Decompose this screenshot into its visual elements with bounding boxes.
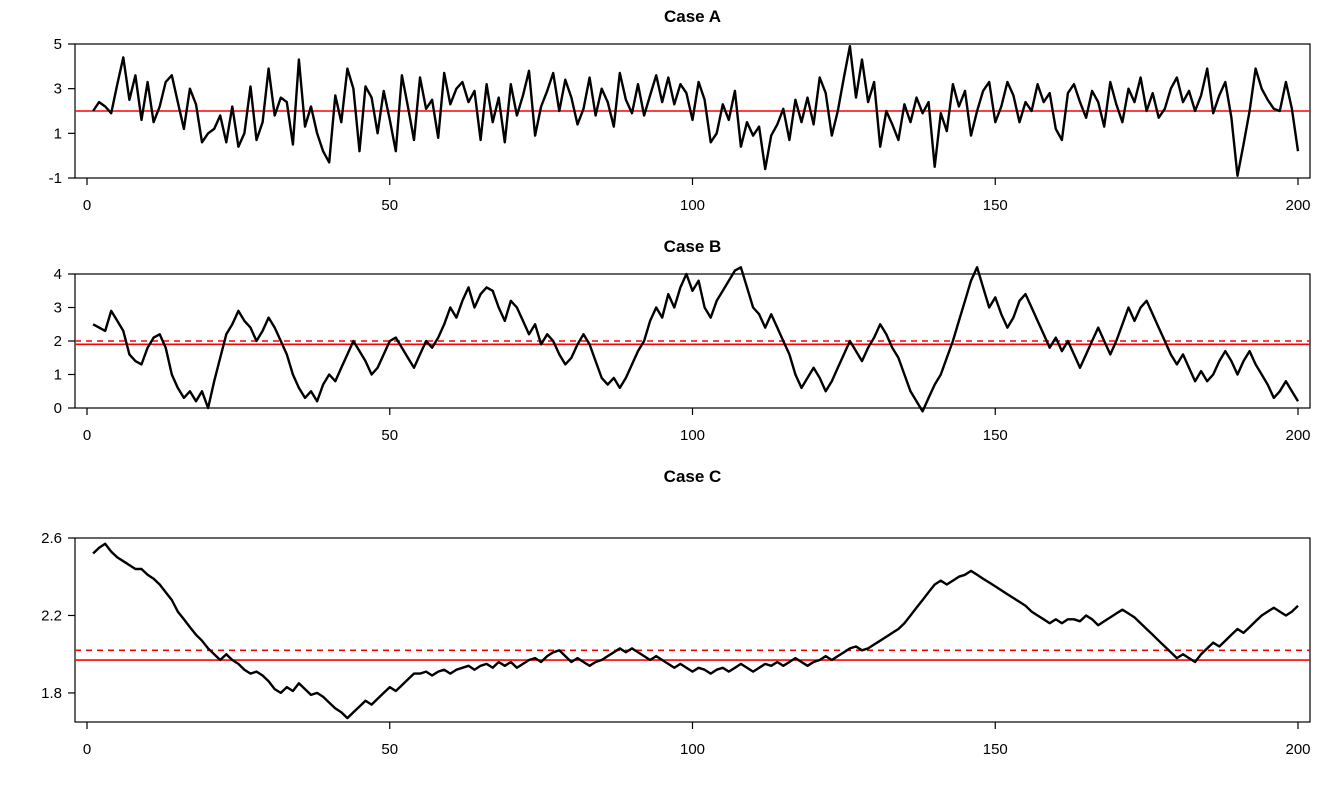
x-tick-label: 200 bbox=[1285, 427, 1310, 444]
y-tick-label: 1 bbox=[54, 125, 62, 142]
plot-box bbox=[75, 538, 1310, 722]
x-tick-label: 100 bbox=[680, 741, 705, 758]
x-tick-label: 50 bbox=[381, 197, 398, 214]
y-tick-label: 2.2 bbox=[41, 607, 62, 624]
y-tick-label: 2 bbox=[54, 333, 62, 350]
panel-title: Case C bbox=[664, 467, 722, 486]
series-line bbox=[93, 267, 1298, 411]
series-line bbox=[93, 544, 1298, 718]
panel-title: Case B bbox=[664, 237, 722, 256]
x-tick-label: 150 bbox=[983, 427, 1008, 444]
panel-case-a: Case A-1135050100150200 bbox=[49, 7, 1311, 214]
y-tick-label: 1 bbox=[54, 367, 62, 384]
x-tick-label: 50 bbox=[381, 427, 398, 444]
x-tick-label: 150 bbox=[983, 197, 1008, 214]
y-tick-label: 0 bbox=[54, 400, 62, 417]
x-tick-label: 200 bbox=[1285, 197, 1310, 214]
x-tick-label: 0 bbox=[83, 427, 91, 444]
x-tick-label: 100 bbox=[680, 427, 705, 444]
y-tick-label: -1 bbox=[49, 170, 62, 187]
y-tick-label: 3 bbox=[54, 81, 62, 98]
x-tick-label: 150 bbox=[983, 741, 1008, 758]
x-tick-label: 100 bbox=[680, 197, 705, 214]
y-tick-label: 5 bbox=[54, 36, 62, 53]
y-tick-label: 2.6 bbox=[41, 530, 62, 547]
x-tick-label: 0 bbox=[83, 741, 91, 758]
x-tick-label: 0 bbox=[83, 197, 91, 214]
x-tick-label: 50 bbox=[381, 741, 398, 758]
panel-title: Case A bbox=[664, 7, 721, 26]
panel-case-b: Case B 0 1 2 3 4 0 50 100 150 200 bbox=[54, 237, 1311, 444]
y-tick-label: 3 bbox=[54, 300, 62, 317]
y-tick-label: 4 bbox=[54, 266, 62, 283]
panel-case-c: Case C 1.8 2.2 2.6 0 50 100 150 200 bbox=[41, 467, 1310, 758]
chart-figure: Case A-1135050100150200Case B01234050100… bbox=[0, 0, 1344, 806]
y-tick-label: 1.8 bbox=[41, 685, 62, 702]
x-tick-label: 200 bbox=[1285, 741, 1310, 758]
